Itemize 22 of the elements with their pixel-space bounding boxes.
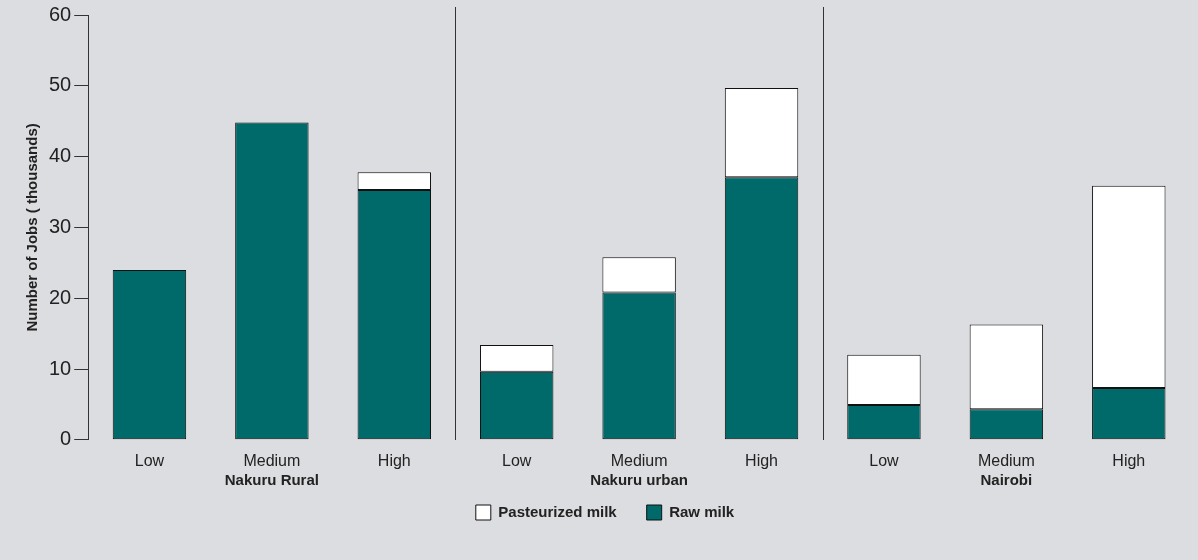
x-tick-label: Medium	[977, 451, 1035, 469]
x-tick-label: High	[1112, 451, 1146, 469]
text: Nakuru urban	[590, 471, 688, 489]
y-tick-label: 50	[49, 73, 72, 96]
legend-label: Pasteurized milk	[498, 502, 618, 520]
x-tick-label: Medium	[243, 451, 301, 469]
text: Nairobi	[980, 471, 1033, 489]
y-axis-title: Number of Jobs ( thousands)	[23, 123, 41, 332]
x-tick-label: Medium	[610, 451, 668, 469]
y-tick-label: 0	[60, 427, 72, 450]
y-tick-label: 30	[49, 214, 72, 237]
x-tick-label: Low	[502, 451, 532, 469]
text: Nakuru Rural	[224, 471, 319, 489]
y-tick-label: 40	[49, 144, 72, 167]
x-tick-label: Low	[869, 451, 900, 469]
legend-label: Raw milk	[669, 502, 735, 520]
x-tick-label: Low	[134, 451, 165, 469]
y-tick-label: 60	[49, 2, 72, 25]
y-tick-label: 20	[49, 285, 72, 308]
y-tick-label: 10	[49, 356, 72, 379]
x-tick-label: High	[377, 451, 411, 469]
x-tick-label: High	[745, 451, 778, 469]
